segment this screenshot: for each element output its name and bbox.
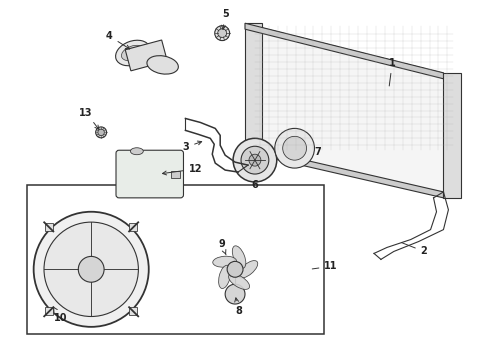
Circle shape bbox=[44, 222, 138, 316]
Text: 9: 9 bbox=[218, 239, 226, 255]
Ellipse shape bbox=[228, 274, 249, 289]
Bar bbox=[45, 307, 53, 315]
Ellipse shape bbox=[213, 256, 237, 267]
Bar bbox=[171, 171, 179, 178]
Circle shape bbox=[78, 256, 104, 282]
Bar bbox=[129, 307, 137, 315]
Bar bbox=[45, 223, 53, 231]
Text: 8: 8 bbox=[235, 298, 242, 316]
Polygon shape bbox=[245, 23, 443, 79]
Circle shape bbox=[227, 261, 243, 277]
Text: 7: 7 bbox=[314, 147, 321, 157]
Text: 4: 4 bbox=[106, 31, 130, 49]
Text: 1: 1 bbox=[389, 58, 395, 86]
Ellipse shape bbox=[232, 246, 246, 268]
Circle shape bbox=[241, 146, 269, 174]
Ellipse shape bbox=[96, 127, 107, 138]
Text: 11: 11 bbox=[312, 261, 338, 271]
Ellipse shape bbox=[98, 129, 104, 136]
Ellipse shape bbox=[238, 261, 258, 278]
Ellipse shape bbox=[218, 29, 227, 37]
Text: 6: 6 bbox=[251, 180, 258, 190]
Text: 3: 3 bbox=[182, 141, 202, 152]
Bar bbox=[129, 223, 137, 231]
Ellipse shape bbox=[215, 26, 230, 41]
Polygon shape bbox=[443, 73, 461, 198]
Ellipse shape bbox=[116, 40, 150, 66]
Circle shape bbox=[233, 138, 277, 182]
Circle shape bbox=[283, 136, 307, 160]
Polygon shape bbox=[245, 23, 262, 152]
Ellipse shape bbox=[147, 56, 178, 74]
Bar bbox=[125, 40, 167, 71]
Text: 10: 10 bbox=[53, 307, 67, 323]
Text: 13: 13 bbox=[79, 108, 99, 129]
Circle shape bbox=[225, 284, 245, 304]
Ellipse shape bbox=[122, 45, 145, 61]
FancyBboxPatch shape bbox=[116, 150, 183, 198]
Polygon shape bbox=[255, 26, 453, 195]
Text: 2: 2 bbox=[401, 243, 427, 256]
Circle shape bbox=[34, 212, 149, 327]
Circle shape bbox=[275, 129, 315, 168]
Ellipse shape bbox=[130, 148, 143, 155]
Ellipse shape bbox=[219, 265, 231, 288]
Text: 5: 5 bbox=[221, 9, 229, 29]
Polygon shape bbox=[245, 146, 443, 198]
Text: 12: 12 bbox=[163, 164, 202, 175]
Bar bbox=[26, 185, 324, 334]
Circle shape bbox=[249, 154, 261, 166]
